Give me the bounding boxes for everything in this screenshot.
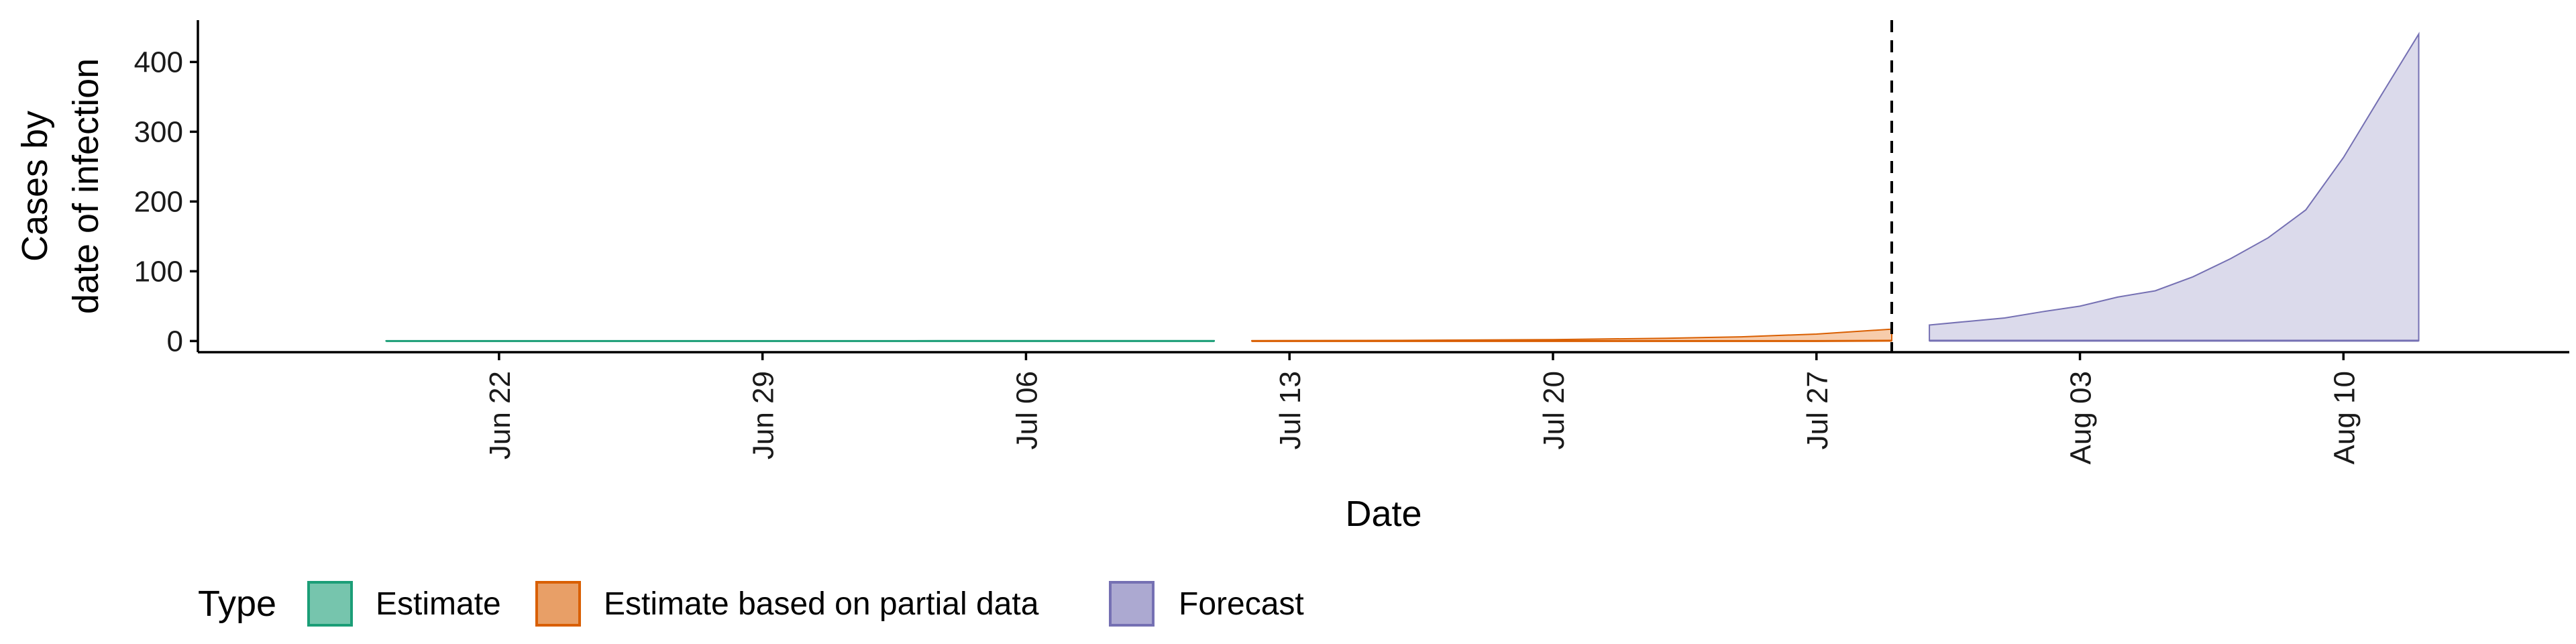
- plot-area: [385, 20, 2420, 352]
- x-tick-label-jun-22: Jun 22: [484, 371, 517, 460]
- axes: 0 100 200 300 400 Jun 22 Jun 29 Jul 06 Jul 13 Jul…: [134, 20, 2569, 464]
- x-tick-label-jul-27: Jul 27: [1801, 371, 1834, 449]
- legend-key-estimate-based-on-partial-data: [535, 581, 581, 627]
- series-band-forecast: [1929, 32, 2420, 341]
- legend: Type Estimate Estimate based on partial d…: [198, 581, 1304, 627]
- legend-title: Type: [198, 584, 276, 624]
- x-axis-title: Date: [1345, 494, 1421, 534]
- y-axis-title-line-1: Cases by: [15, 111, 55, 262]
- x-tick-label-aug-03: Aug 03: [2065, 371, 2098, 464]
- y-tick-label-100: 100: [134, 255, 183, 288]
- legend-label-estimate: Estimate: [376, 586, 501, 622]
- legend-key-forecast: [1109, 581, 1155, 627]
- x-tick-label-jul-06: Jul 06: [1010, 371, 1043, 449]
- y-tick-label-200: 200: [134, 185, 183, 218]
- x-tick-label-jul-20: Jul 20: [1538, 371, 1570, 449]
- y-tick-label-0: 0: [167, 325, 183, 358]
- x-tick-label-aug-10: Aug 10: [2328, 371, 2361, 464]
- x-tick-label-jun-29: Jun 29: [747, 371, 780, 460]
- x-tick-label-jul-13: Jul 13: [1274, 371, 1307, 449]
- y-tick-label-400: 400: [134, 46, 183, 78]
- legend-label-estimate-based-on-partial-data: Estimate based on partial data: [604, 586, 1039, 622]
- y-axis-title-line-2: date of infection: [66, 58, 106, 314]
- legend-label-forecast: Forecast: [1179, 586, 1304, 622]
- series-band-estimate-based-on-partial-data: [1251, 328, 1892, 342]
- y-axis-title: Cases by date of infection: [15, 58, 106, 314]
- legend-key-estimate: [307, 581, 353, 627]
- y-tick-label-300: 300: [134, 115, 183, 148]
